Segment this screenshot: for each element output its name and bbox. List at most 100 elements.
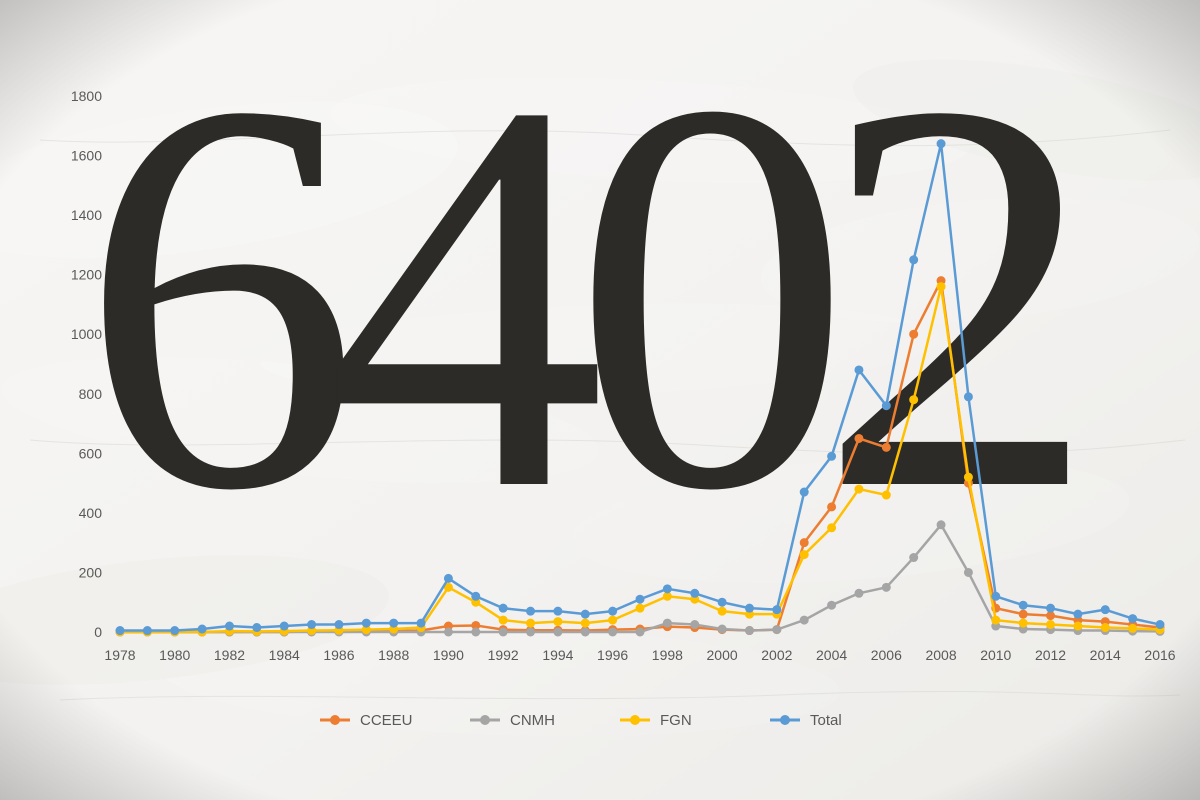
y-tick-label: 0 [94,624,102,640]
y-tick-label: 200 [79,564,103,580]
series-marker-total [554,607,562,615]
series-marker-total [417,619,425,627]
series-marker-total [1101,606,1109,614]
series-marker-total [527,607,535,615]
x-tick-label: 2012 [1035,647,1066,663]
series-marker-total [390,619,398,627]
x-tick-label: 2006 [871,647,902,663]
series-marker-fgn [800,551,808,559]
series-marker-fgn [910,396,918,404]
series-marker-total [362,619,370,627]
legend-item-cceeu: CCEEU [320,712,413,729]
x-tick-label: 2016 [1144,647,1175,663]
series-marker-cnmh [937,521,945,529]
series-marker-total [143,627,151,635]
series-marker-cnmh [636,628,644,636]
x-tick-label: 2002 [761,647,792,663]
series-marker-cnmh [882,583,890,591]
stage: 6402 02004006008001000120014001600180019… [0,0,1200,800]
series-marker-fgn [882,491,890,499]
series-marker-cceeu [855,434,863,442]
series-marker-cceeu [828,503,836,511]
series-marker-total [718,598,726,606]
series-marker-total [800,488,808,496]
series-marker-total [1156,621,1164,629]
series-marker-total [745,604,753,612]
y-tick-label: 1200 [71,267,102,283]
legend-item-cnmh: CNMH [470,712,555,729]
series-marker-fgn [581,619,589,627]
series-marker-total [663,585,671,593]
y-tick-label: 1600 [71,148,102,164]
series-marker-fgn [663,592,671,600]
series-marker-total [1129,615,1137,623]
series-marker-cnmh [828,601,836,609]
series-marker-fgn [499,616,507,624]
x-tick-label: 2004 [816,647,847,663]
x-tick-label: 1990 [433,647,464,663]
series-marker-fgn [1129,624,1137,632]
x-tick-label: 1998 [652,647,683,663]
series-line-fgn [120,287,1160,632]
legend-label: CNMH [510,712,555,729]
y-tick-label: 600 [79,445,103,461]
series-marker-fgn [718,607,726,615]
series-marker-cceeu [910,330,918,338]
series-marker-cnmh [773,626,781,634]
series-marker-total [855,366,863,374]
series-marker-total [882,402,890,410]
x-tick-label: 1994 [542,647,573,663]
series-marker-total [308,621,316,629]
series-marker-cnmh [554,628,562,636]
series-marker-fgn [964,473,972,481]
x-tick-label: 1984 [269,647,300,663]
y-tick-label: 400 [79,505,103,521]
series-marker-total [636,595,644,603]
series-marker-total [198,625,206,633]
series-marker-cnmh [472,628,480,636]
series-marker-total [937,140,945,148]
x-tick-label: 2014 [1090,647,1121,663]
x-tick-label: 1980 [159,647,190,663]
x-tick-label: 1978 [104,647,135,663]
y-tick-label: 1400 [71,207,102,223]
series-marker-fgn [1047,621,1055,629]
series-marker-fgn [554,618,562,626]
series-marker-total [1074,610,1082,618]
series-marker-fgn [828,524,836,532]
series-marker-total [225,622,233,630]
legend-label: Total [810,712,842,729]
series-marker-total [1019,601,1027,609]
series-marker-cnmh [718,625,726,633]
legend-item-total: Total [770,712,842,729]
series-line-cceeu [120,281,1160,632]
series-marker-total [828,452,836,460]
series-marker-total [499,604,507,612]
y-tick-label: 1000 [71,326,102,342]
series-marker-total [992,592,1000,600]
series-marker-total [581,610,589,618]
series-marker-fgn [992,616,1000,624]
series-marker-fgn [527,619,535,627]
series-marker-total [964,393,972,401]
series-marker-cceeu [800,539,808,547]
series-marker-cceeu [1019,610,1027,618]
series-marker-cnmh [800,616,808,624]
x-tick-label: 1982 [214,647,245,663]
x-tick-label: 1996 [597,647,628,663]
series-marker-fgn [1019,619,1027,627]
x-tick-label: 2000 [707,647,738,663]
legend-label: FGN [660,712,692,729]
series-marker-total [773,606,781,614]
series-marker-total [280,622,288,630]
chart-canvas: 0200400600800100012001400160018001978198… [0,0,1200,800]
series-marker-cnmh [499,628,507,636]
series-marker-cnmh [663,619,671,627]
series-marker-total [116,627,124,635]
series-marker-fgn [636,604,644,612]
series-line-total [120,144,1160,631]
series-marker-total [910,256,918,264]
series-marker-total [691,589,699,597]
series-marker-total [444,574,452,582]
series-line-cnmh [120,525,1160,632]
